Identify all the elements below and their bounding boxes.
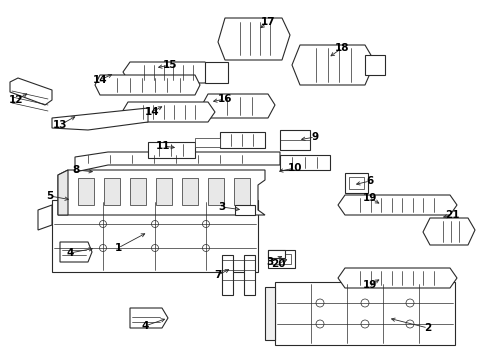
Polygon shape	[274, 282, 454, 345]
Text: 16: 16	[217, 94, 232, 104]
Text: 9: 9	[311, 132, 318, 142]
Polygon shape	[156, 178, 172, 205]
Polygon shape	[280, 155, 329, 170]
Text: 4: 4	[66, 248, 74, 258]
Text: 1: 1	[114, 243, 122, 253]
Polygon shape	[337, 268, 456, 288]
Polygon shape	[267, 250, 294, 268]
Text: 5: 5	[46, 191, 54, 201]
Polygon shape	[364, 55, 384, 75]
Text: 19: 19	[362, 280, 376, 290]
Polygon shape	[195, 138, 220, 147]
Polygon shape	[235, 205, 254, 215]
Polygon shape	[218, 18, 289, 60]
Text: 17: 17	[260, 17, 275, 27]
Polygon shape	[52, 108, 148, 130]
Polygon shape	[104, 178, 120, 205]
Polygon shape	[271, 254, 290, 264]
Polygon shape	[130, 308, 168, 328]
Polygon shape	[182, 178, 198, 205]
Text: 14: 14	[144, 107, 159, 117]
Text: 21: 21	[444, 210, 458, 220]
Polygon shape	[58, 170, 68, 215]
Polygon shape	[202, 94, 274, 118]
Text: 6: 6	[366, 176, 373, 186]
Text: 10: 10	[287, 163, 302, 173]
Polygon shape	[244, 255, 254, 295]
Polygon shape	[78, 178, 94, 205]
Text: 8: 8	[72, 165, 80, 175]
Polygon shape	[38, 205, 52, 230]
Polygon shape	[123, 62, 212, 83]
Polygon shape	[130, 178, 146, 205]
Text: 13: 13	[53, 120, 67, 130]
Polygon shape	[148, 142, 195, 158]
Text: 3: 3	[218, 202, 225, 212]
Text: 18: 18	[334, 43, 348, 53]
Text: 14: 14	[93, 75, 107, 85]
Polygon shape	[58, 170, 264, 215]
Polygon shape	[95, 75, 200, 95]
Polygon shape	[291, 45, 374, 85]
Polygon shape	[264, 287, 274, 340]
Text: 7: 7	[214, 270, 221, 280]
Polygon shape	[10, 78, 52, 105]
Polygon shape	[280, 130, 309, 150]
Text: 12: 12	[9, 95, 23, 105]
Polygon shape	[234, 178, 249, 205]
Text: 19: 19	[362, 193, 376, 203]
Polygon shape	[60, 242, 92, 262]
Text: 11: 11	[156, 141, 170, 151]
Polygon shape	[122, 102, 215, 122]
Polygon shape	[222, 255, 232, 295]
Text: 4: 4	[141, 321, 148, 331]
Text: 2: 2	[424, 323, 431, 333]
Polygon shape	[337, 195, 456, 215]
Text: 15: 15	[163, 60, 177, 70]
Polygon shape	[52, 200, 258, 272]
Polygon shape	[422, 218, 474, 245]
Polygon shape	[220, 132, 264, 148]
Polygon shape	[267, 250, 285, 258]
Polygon shape	[207, 178, 224, 205]
Text: 3: 3	[266, 257, 273, 267]
Polygon shape	[345, 173, 367, 193]
Polygon shape	[75, 152, 280, 172]
Text: 20: 20	[270, 259, 285, 269]
Polygon shape	[348, 177, 363, 189]
Polygon shape	[204, 62, 227, 83]
